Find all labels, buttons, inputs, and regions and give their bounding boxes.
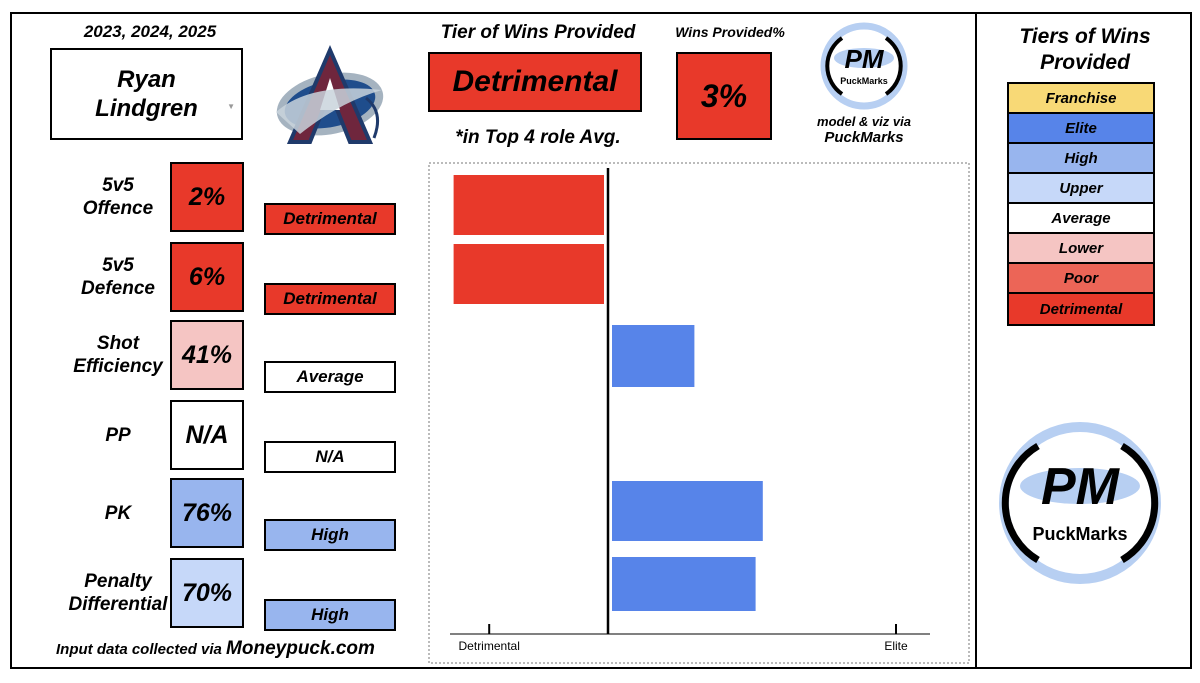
- row-label-line-2: Offence: [82, 198, 154, 219]
- tier-value: Detrimental: [452, 65, 618, 98]
- row-tier: High: [264, 599, 396, 631]
- legend-divider: [975, 12, 977, 669]
- puckmarks-logo-small: PM PuckMarks: [820, 22, 908, 110]
- chart-border: [428, 162, 970, 664]
- team-logo: [276, 44, 384, 144]
- legend-title-line-2: Provided: [1040, 51, 1130, 74]
- player-select[interactable]: Ryan Lindgren ▼: [50, 48, 243, 140]
- legend-item: Average: [1009, 204, 1153, 234]
- pm-large-name: PuckMarks: [1032, 524, 1127, 544]
- row-label: 5v5 Defence: [48, 254, 188, 300]
- footer-source: Input data collected via Moneypuck.com: [56, 638, 375, 660]
- pm-small-letters: PM: [845, 44, 885, 74]
- row-percent: 6%: [170, 242, 244, 312]
- legend-item: Franchise: [1009, 84, 1153, 114]
- row-label: PK: [48, 502, 188, 525]
- legend-item: Detrimental: [1009, 294, 1153, 324]
- wins-provided-title: Wins Provided%: [675, 24, 785, 40]
- row-label: 5v5 Offence: [48, 174, 188, 220]
- player-last-name: Lindgren: [95, 95, 198, 122]
- wins-provided-box: 3%: [676, 52, 772, 140]
- row-percent: 41%: [170, 320, 244, 390]
- credit: model & viz via PuckMarks: [800, 114, 928, 146]
- chart-bar: [612, 557, 756, 611]
- chart-bar: [612, 481, 763, 541]
- row-percent: 76%: [170, 478, 244, 548]
- legend-item: Upper: [1009, 174, 1153, 204]
- row-percent: N/A: [170, 400, 244, 470]
- tier-note: *in Top 4 role Avg.: [455, 127, 621, 148]
- row-label: PP: [48, 424, 188, 447]
- chart-x-tick-label: Detrimental: [459, 639, 520, 653]
- credit-line-2: PuckMarks: [824, 129, 904, 146]
- row-label-line-1: 5v5: [102, 255, 134, 276]
- footer-prefix: Input data collected via: [56, 641, 222, 658]
- row-label-line-1: PK: [104, 503, 132, 524]
- legend-title: Tiers of Wins Provided: [990, 24, 1180, 76]
- dropdown-arrow-icon[interactable]: ▼: [227, 102, 235, 111]
- row-tier: Detrimental: [264, 283, 396, 315]
- main-frame: [10, 12, 1192, 669]
- row-label-line-1: Penalty: [84, 571, 152, 592]
- seasons-label: 2023, 2024, 2025: [83, 22, 217, 41]
- legend-title-line-1: Tiers of Wins: [1019, 25, 1151, 48]
- row-tier: Detrimental: [264, 203, 396, 235]
- row-tier: N/A: [264, 441, 396, 473]
- row-label: Penalty Differential: [48, 570, 188, 616]
- legend-item: Poor: [1009, 264, 1153, 294]
- player-first-name: Ryan: [117, 66, 176, 93]
- pm-small-name: PuckMarks: [840, 76, 888, 86]
- tier-legend: Franchise Elite High Upper Average Lower Poor D…: [1007, 82, 1155, 326]
- tier-value-box: Detrimental: [428, 52, 642, 112]
- legend-item: Lower: [1009, 234, 1153, 264]
- chart-x-tick-label: Elite: [884, 639, 908, 653]
- wins-provided-value: 3%: [700, 77, 748, 114]
- row-label-line-1: 5v5: [102, 175, 134, 196]
- row-tier: High: [264, 519, 396, 551]
- wins-chart: Detrimental Elite: [428, 162, 970, 664]
- row-label-line-1: Shot: [96, 333, 140, 354]
- puckmarks-logo-large: PM PuckMarks: [999, 422, 1161, 584]
- chart-bar: [453, 175, 604, 235]
- chart-bar: [453, 244, 604, 304]
- row-label-line-2: Defence: [81, 278, 155, 299]
- row-tier: Average: [264, 361, 396, 393]
- row-percent: 2%: [170, 162, 244, 232]
- row-label-line-1: PP: [105, 425, 131, 446]
- pm-large-letters: PM: [1041, 458, 1121, 516]
- row-label-line-2: Differential: [68, 594, 168, 615]
- row-label: Shot Efficiency: [48, 332, 188, 378]
- row-label-line-2: Efficiency: [73, 356, 163, 377]
- credit-line-1: model & viz via: [817, 114, 911, 129]
- footer-site[interactable]: Moneypuck.com: [226, 638, 375, 659]
- tier-title: Tier of Wins Provided: [440, 22, 636, 43]
- row-percent: 70%: [170, 558, 244, 628]
- chart-bar: [612, 325, 695, 387]
- legend-item: Elite: [1009, 114, 1153, 144]
- legend-item: High: [1009, 144, 1153, 174]
